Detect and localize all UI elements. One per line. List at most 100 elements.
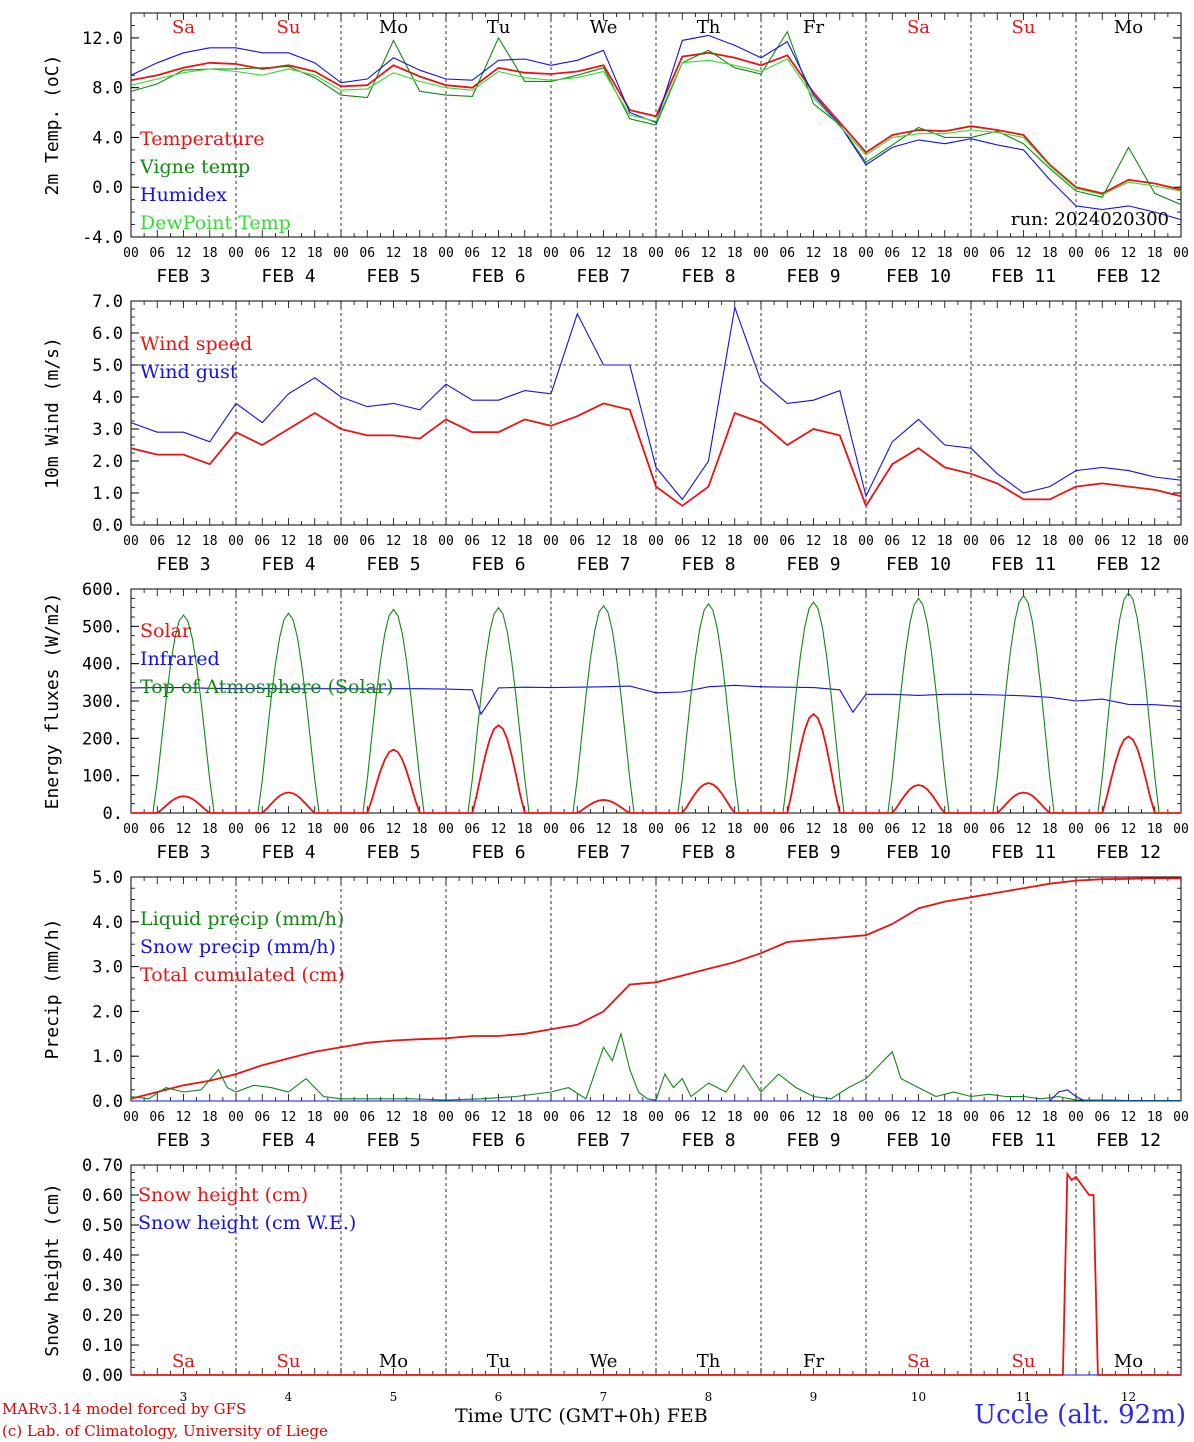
y-tick-label: 0. <box>103 804 123 824</box>
x-hour-label: 00 <box>228 822 244 837</box>
day-name: Sa <box>907 1351 930 1372</box>
series-line <box>130 684 1182 716</box>
legend-entry: Solar <box>140 620 192 642</box>
x-hour-label: 06 <box>1094 1110 1110 1125</box>
x-date-label: FEB 3 <box>156 266 210 287</box>
x-hour-label: 12 <box>281 1110 297 1125</box>
day-name: Th <box>697 1351 721 1372</box>
x-date-label: FEB 9 <box>786 266 840 287</box>
x-hour-label: 06 <box>674 534 690 549</box>
x-hour-label: 12 <box>911 822 927 837</box>
x-hour-label: 00 <box>1173 534 1189 549</box>
x-hour-label: 00 <box>1068 534 1084 549</box>
x-hour-label: 00 <box>753 1110 769 1125</box>
x-hour-label: 18 <box>622 822 638 837</box>
x-hour-label: 18 <box>832 822 848 837</box>
series-line <box>131 712 1181 814</box>
y-tick-label: 0.50 <box>82 1216 123 1236</box>
bottom-day-number: 12 <box>1121 1390 1136 1404</box>
x-date-label: FEB 4 <box>261 554 315 575</box>
y-tick-label: 0.0 <box>92 1092 123 1112</box>
x-hour-label: 18 <box>1147 1110 1163 1125</box>
x-date-label: FEB 3 <box>156 1130 210 1151</box>
x-hour-label: 06 <box>884 822 900 837</box>
x-date-label: FEB 12 <box>1096 554 1161 575</box>
x-date-label: FEB 7 <box>576 1130 630 1151</box>
day-name: Mo <box>379 17 408 38</box>
x-hour-label: 12 <box>1121 246 1137 261</box>
x-hour-label: 18 <box>937 1110 953 1125</box>
x-date-label: FEB 10 <box>886 554 951 575</box>
x-hour-label: 12 <box>1121 822 1137 837</box>
y-tick-label: -4.0 <box>82 228 123 248</box>
series-line <box>130 877 1181 1100</box>
y-tick-label: 6.0 <box>92 324 123 344</box>
x-hour-label: 18 <box>727 822 743 837</box>
x-hour-label: 00 <box>123 822 139 837</box>
x-hour-label: 18 <box>622 246 638 261</box>
y-tick-label: 500. <box>82 617 123 637</box>
x-hour-label: 18 <box>622 534 638 549</box>
copyright-line: (c) Lab. of Climatology, University of L… <box>2 1422 328 1440</box>
x-hour-label: 12 <box>176 1110 192 1125</box>
x-hour-label: 00 <box>858 822 874 837</box>
x-hour-label: 18 <box>307 1110 323 1125</box>
x-hour-label: 00 <box>228 534 244 549</box>
x-date-label: FEB 6 <box>471 554 525 575</box>
legend-entry: Total cumulated (cm) <box>140 964 345 986</box>
x-hour-label: 18 <box>832 246 848 261</box>
x-hour-label: 18 <box>412 246 428 261</box>
x-date-label: FEB 12 <box>1096 1130 1161 1151</box>
x-hour-label: 12 <box>911 1110 927 1125</box>
x-date-label: FEB 11 <box>991 554 1056 575</box>
x-hour-label: 12 <box>1016 534 1032 549</box>
x-hour-label: 12 <box>701 246 717 261</box>
x-date-label: FEB 6 <box>471 266 525 287</box>
panel-4: 5.0 4.0 3.0 2.0 1.0 0.0 Precip (mm/h) 00 06 12 18 0… <box>42 868 1189 1151</box>
model-line: MARv3.14 model forced by GFS <box>2 1400 247 1418</box>
plot-frame <box>130 300 1182 526</box>
day-name: Fr <box>803 1351 824 1372</box>
x-hour-label: 00 <box>123 246 139 261</box>
x-hour-label: 12 <box>491 822 507 837</box>
y-tick-label: 0.0 <box>92 516 123 536</box>
x-hour-label: 06 <box>884 1110 900 1125</box>
y-tick-label: 0.10 <box>82 1336 123 1356</box>
x-hour-label: 18 <box>202 822 218 837</box>
x-hour-label: 18 <box>307 246 323 261</box>
x-hour-label: 18 <box>1147 246 1163 261</box>
x-hour-label: 06 <box>884 246 900 261</box>
x-hour-label: 00 <box>1173 1110 1189 1125</box>
x-hour-label: 12 <box>701 534 717 549</box>
y-tick-label: 0.00 <box>82 1366 123 1386</box>
x-date-label: FEB 8 <box>681 1130 735 1151</box>
x-hour-label: 06 <box>149 534 165 549</box>
y-tick-label: 5.0 <box>92 356 123 376</box>
x-hour-label: 18 <box>412 822 428 837</box>
y-tick-label: 300. <box>82 692 123 712</box>
series-line <box>130 58 1182 196</box>
y-tick-label: 1.0 <box>92 484 123 504</box>
x-hour-label: 18 <box>1147 534 1163 549</box>
day-name: Sa <box>907 17 930 38</box>
y-tick-label: 3.0 <box>92 420 123 440</box>
x-axis-caption: Time UTC (GMT+0h) FEB <box>455 1405 708 1427</box>
x-date-label: FEB 10 <box>886 266 951 287</box>
bottom-day-number: 8 <box>705 1390 713 1404</box>
x-hour-label: 12 <box>176 822 192 837</box>
day-name: Su <box>277 1351 301 1372</box>
y-tick-label: 7.0 <box>92 292 123 312</box>
y-tick-label: 2.0 <box>92 1002 123 1022</box>
x-hour-label: 18 <box>937 534 953 549</box>
y-tick-label: 4.0 <box>92 388 123 408</box>
x-hour-label: 18 <box>307 822 323 837</box>
x-hour-label: 00 <box>123 1110 139 1125</box>
y-tick-label: 1.0 <box>92 1047 123 1067</box>
x-hour-label: 06 <box>359 246 375 261</box>
legend-entry: Liquid precip (mm/h) <box>140 908 344 930</box>
series-line <box>130 34 1182 221</box>
x-date-label: FEB 3 <box>156 842 210 863</box>
x-hour-label: 06 <box>569 1110 585 1125</box>
x-hour-label: 00 <box>438 822 454 837</box>
